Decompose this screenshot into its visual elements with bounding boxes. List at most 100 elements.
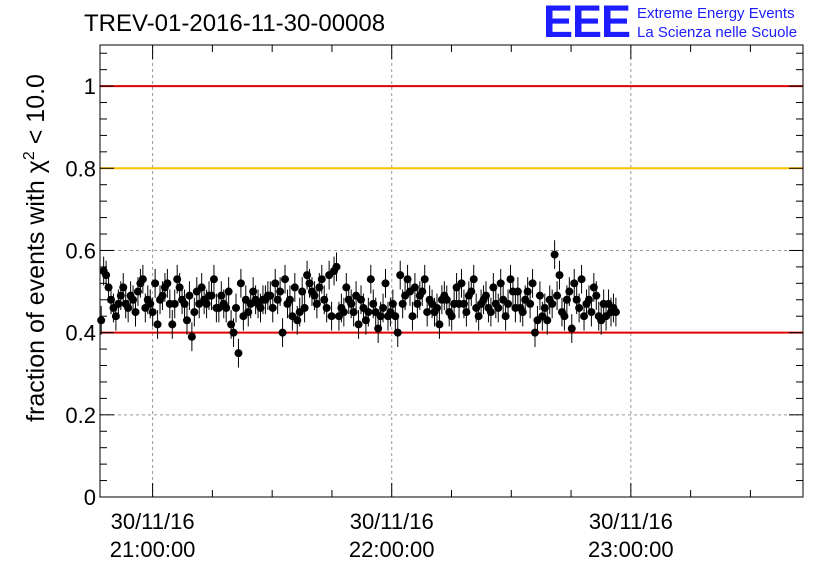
- x-tick-label-time: 22:00:00: [349, 537, 435, 562]
- data-point: [168, 320, 177, 329]
- data-point: [153, 320, 162, 329]
- y-tick-label: 0.6: [65, 238, 96, 263]
- data-point: [513, 287, 522, 296]
- eee-logo-line-1: Extreme Energy Events: [637, 5, 795, 22]
- y-tick-label: 1: [84, 74, 96, 99]
- data-point: [553, 291, 562, 300]
- data-point: [462, 308, 471, 317]
- data-point: [185, 291, 194, 300]
- data-point: [592, 291, 601, 300]
- data-point: [278, 328, 287, 337]
- eee-logo-line-2: La Scienza nelle Scuole: [637, 24, 798, 41]
- plot-frame: [99, 44, 804, 498]
- data-point: [190, 308, 199, 317]
- data-point: [97, 316, 106, 325]
- data-point: [469, 275, 478, 284]
- data-point: [496, 279, 505, 288]
- data-point: [575, 303, 584, 312]
- data-point: [332, 262, 341, 271]
- data-point: [119, 283, 128, 292]
- data-point: [364, 308, 373, 317]
- data-point: [560, 312, 569, 321]
- data-point: [504, 299, 513, 308]
- data-point: [209, 275, 218, 284]
- data-point: [170, 299, 179, 308]
- data-point: [432, 303, 441, 312]
- eee-logo: EEE Extreme Energy Events La Scienza nel…: [543, 0, 833, 47]
- data-point: [565, 287, 574, 296]
- data-point: [420, 275, 429, 284]
- data-point: [587, 308, 596, 317]
- data-point: [187, 332, 196, 341]
- data-point: [268, 303, 277, 312]
- data-point: [379, 303, 388, 312]
- data-point: [234, 349, 243, 358]
- data-point: [327, 312, 336, 321]
- data-point: [567, 324, 576, 333]
- chart-title: TREV-01-2016-11-30-00008: [84, 10, 386, 37]
- data-point: [528, 279, 537, 288]
- data-point: [207, 291, 216, 300]
- y-tick-label: 0.8: [65, 156, 96, 181]
- data-point: [163, 279, 172, 288]
- x-tick-label-date: 30/11/16: [350, 509, 434, 534]
- data-point: [366, 275, 375, 284]
- x-tick-label-date: 30/11/16: [589, 509, 673, 534]
- data-point: [182, 316, 191, 325]
- data-point: [271, 279, 280, 288]
- data-point: [312, 299, 321, 308]
- data-point: [290, 283, 299, 292]
- data-point: [148, 308, 157, 317]
- x-tick-label-date: 30/11/16: [111, 509, 195, 534]
- reference-lines: [100, 85, 803, 334]
- data-point: [349, 308, 358, 317]
- y-tick-label: 0.2: [65, 403, 96, 428]
- grid-layer: [100, 45, 803, 497]
- data-point: [381, 279, 390, 288]
- data-point: [396, 271, 405, 280]
- data-point: [298, 287, 307, 296]
- data-point: [393, 328, 402, 337]
- data-point: [408, 312, 417, 321]
- y-axis-label-exponent: 2: [21, 151, 38, 160]
- data-point: [548, 299, 557, 308]
- data-point: [354, 320, 363, 329]
- data-point: [611, 308, 620, 317]
- data-point: [281, 275, 290, 284]
- data-point: [285, 295, 294, 304]
- y-axis-label: fraction of events with χ2 < 10.0: [21, 74, 50, 422]
- data-point: [229, 328, 238, 337]
- data-point: [577, 275, 586, 284]
- y-tick-label: 0.4: [65, 321, 96, 346]
- data-point: [535, 291, 544, 300]
- x-tick-label-time: 21:00:00: [110, 537, 196, 562]
- data-point: [435, 320, 444, 329]
- y-axis-label-suffix: < 10.0: [22, 74, 50, 151]
- eee-logo-letters: EEE: [543, 0, 631, 47]
- data-point: [391, 312, 400, 321]
- data-point: [317, 275, 326, 284]
- data-point: [410, 283, 419, 292]
- data-point: [131, 308, 140, 317]
- data-point: [322, 303, 331, 312]
- data-point: [300, 303, 309, 312]
- data-point: [138, 275, 147, 284]
- x-tick-label-time: 23:00:00: [588, 537, 674, 562]
- y-tick-label: 0: [84, 485, 96, 510]
- data-point: [222, 303, 231, 312]
- data-point: [550, 250, 559, 259]
- data-point: [151, 279, 160, 288]
- data-point: [276, 287, 285, 296]
- data-point: [555, 271, 564, 280]
- data-point: [526, 299, 535, 308]
- data-point: [224, 287, 233, 296]
- data-point: [486, 308, 495, 317]
- data-point: [180, 299, 189, 308]
- data-point: [457, 279, 466, 288]
- data-point: [494, 303, 503, 312]
- data-point: [543, 316, 552, 325]
- y-axis-label-prefix: fraction of events with χ: [22, 160, 50, 422]
- axis-ticks: 0 0.2 0.4 0.6 0.8 1 30/11/16 21:00:00 30/11/16 22…: [65, 45, 803, 562]
- data-point: [489, 283, 498, 292]
